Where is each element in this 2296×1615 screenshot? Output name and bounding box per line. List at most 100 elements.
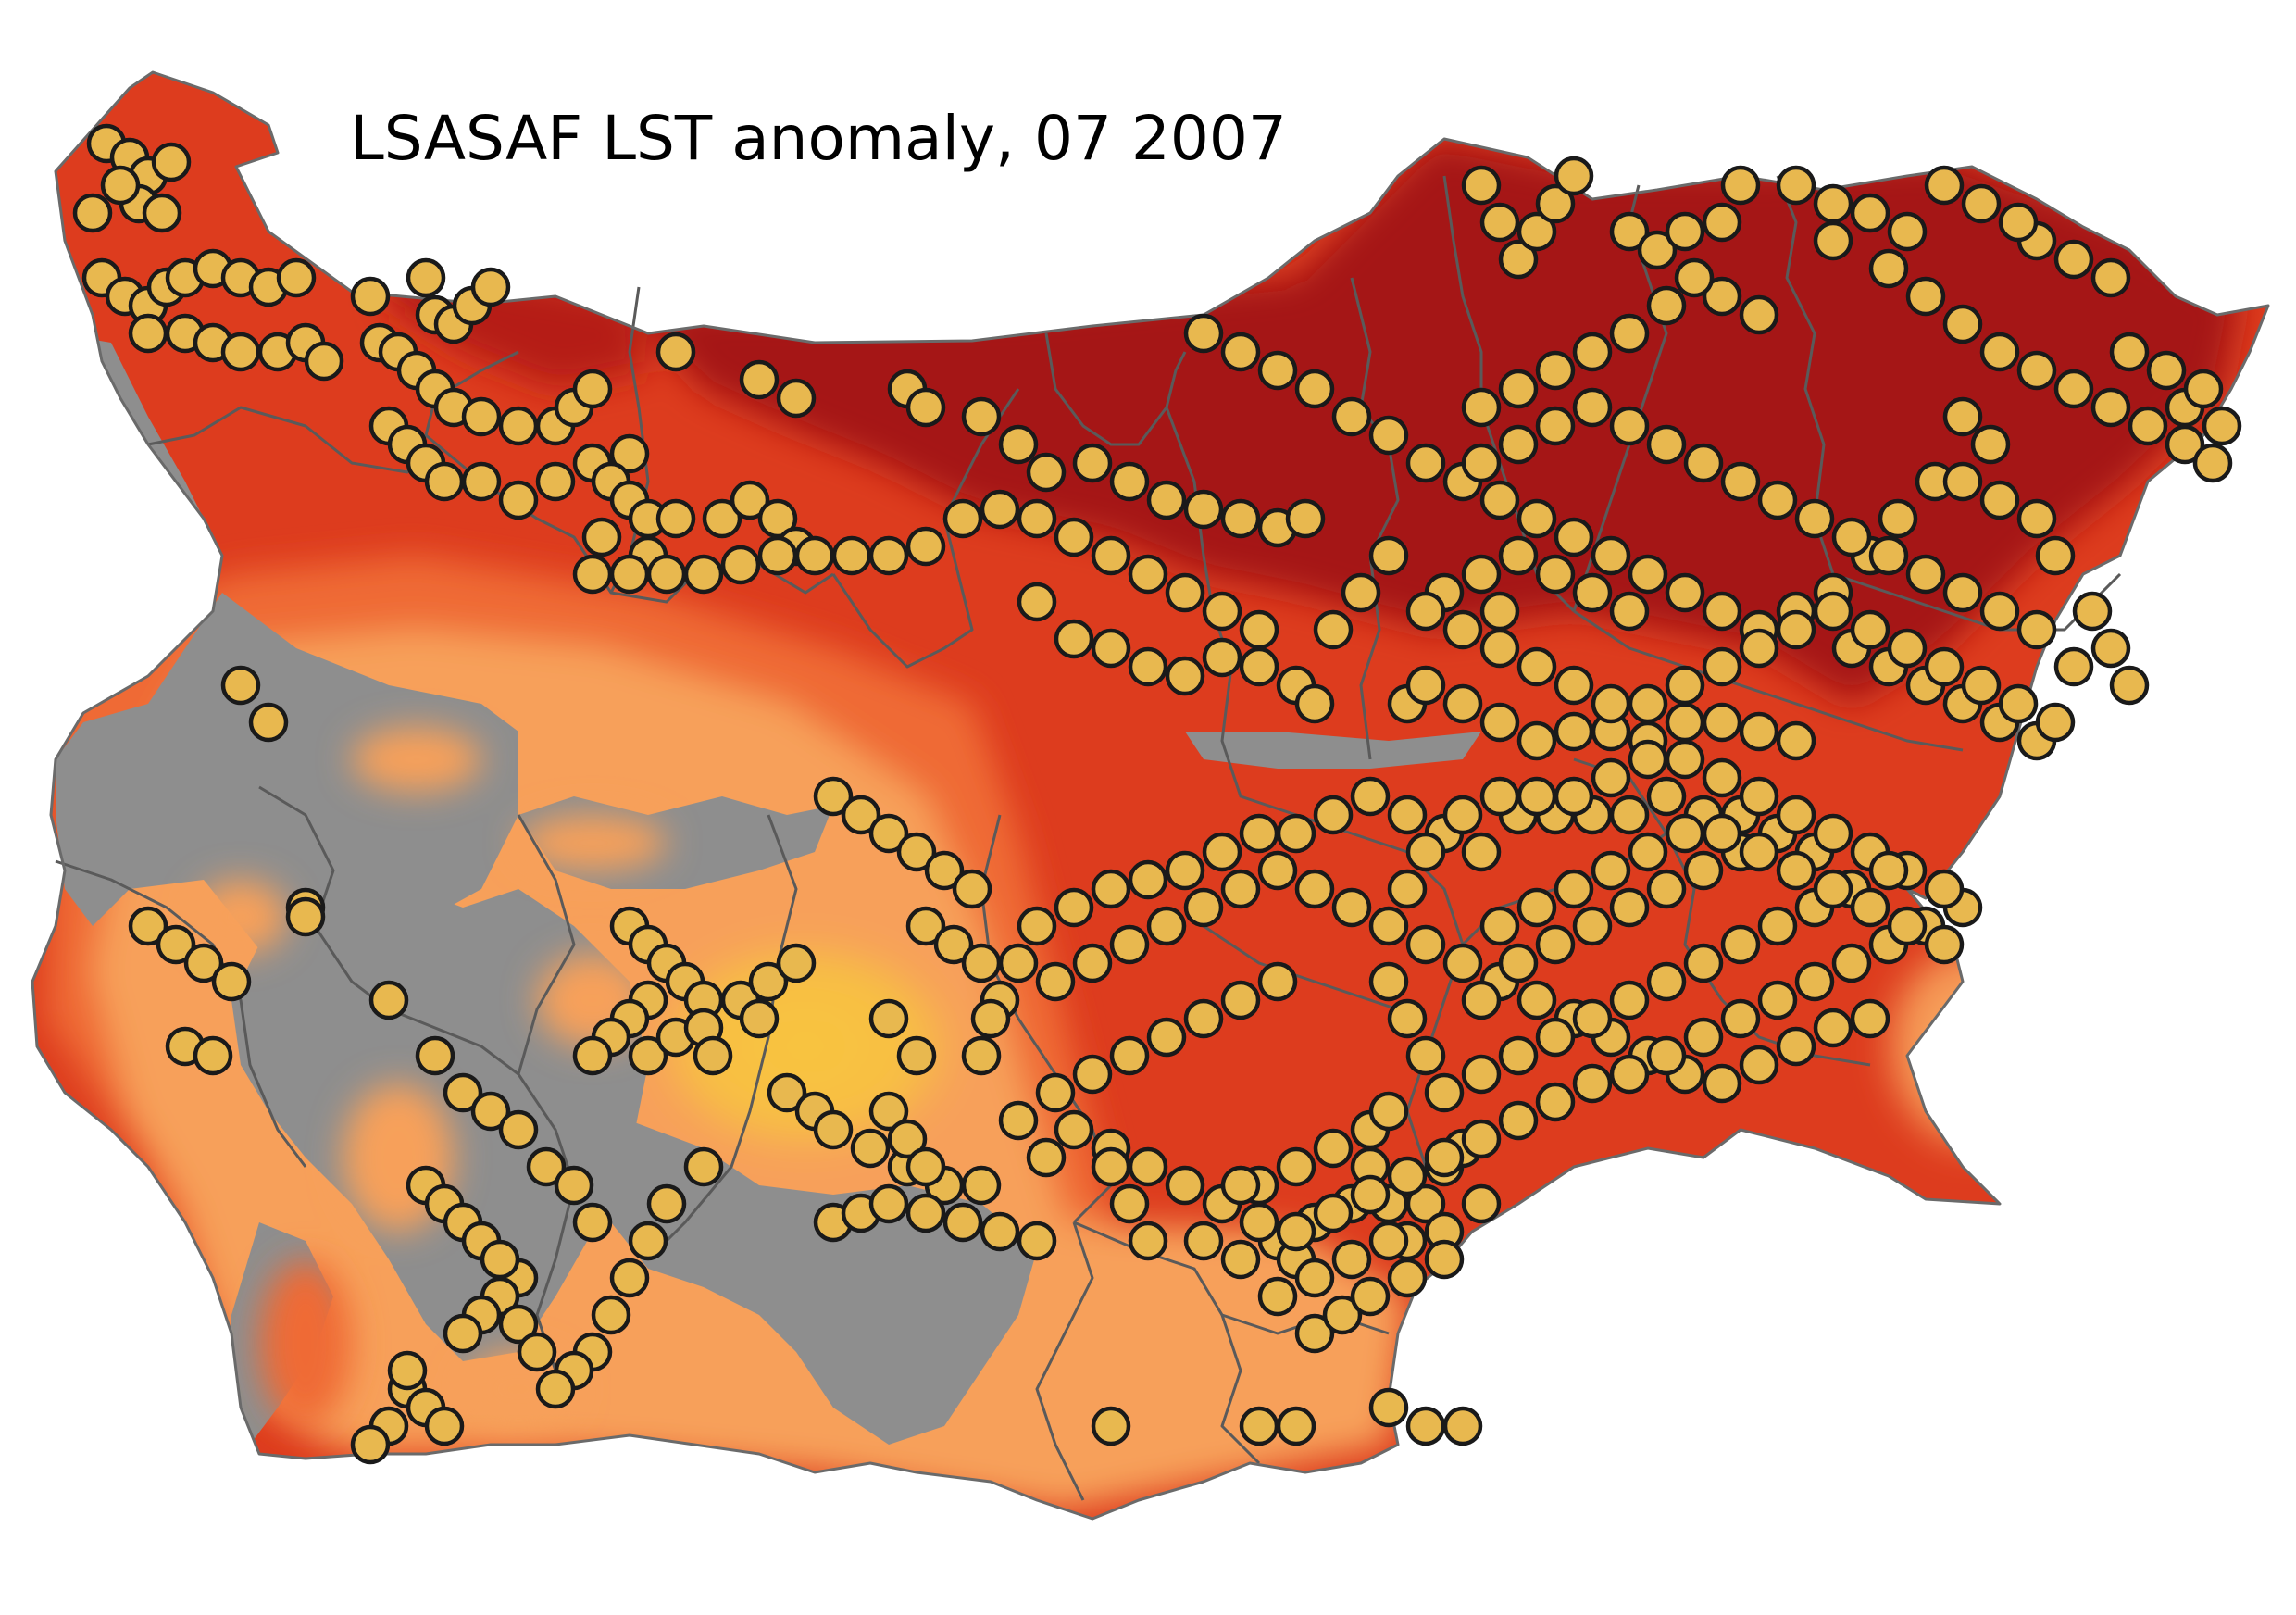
station-marker: [1646, 285, 1687, 326]
station-marker: [1868, 535, 1909, 576]
station-marker: [1424, 1239, 1465, 1280]
station-marker: [1479, 628, 1520, 669]
station-marker: [424, 1406, 465, 1446]
station-marker: [1609, 1054, 1650, 1095]
station-marker: [1350, 776, 1391, 817]
station-marker: [1628, 739, 1668, 780]
station-marker: [1461, 1183, 1502, 1224]
station-marker: [1331, 1239, 1372, 1280]
station-marker: [1479, 202, 1520, 243]
station-marker: [1739, 1045, 1779, 1085]
station-marker: [1739, 776, 1779, 817]
station-marker: [128, 906, 168, 946]
station-marker: [609, 433, 650, 474]
station-marker: [980, 489, 1020, 530]
station-marker: [1535, 554, 1576, 595]
station-marker: [1017, 1221, 1057, 1261]
station-marker: [1128, 646, 1168, 687]
station-marker: [183, 943, 224, 983]
station-marker: [2109, 332, 2150, 372]
station-marker: [581, 517, 622, 557]
station-marker: [1850, 887, 1890, 928]
station-marker: [1146, 480, 1187, 520]
station-marker: [1720, 461, 1761, 502]
station-marker: [2090, 257, 2131, 298]
station-marker: [961, 396, 1002, 437]
station-marker: [1128, 1146, 1168, 1187]
station-marker: [998, 943, 1039, 983]
station-marker: [1961, 183, 2002, 224]
station-marker: [304, 341, 344, 382]
station-marker: [1350, 1276, 1391, 1317]
station-marker: [1646, 424, 1687, 465]
station-marker: [2053, 239, 2094, 280]
station-marker: [1017, 582, 1057, 622]
station-marker: [1794, 498, 1835, 539]
station-marker: [868, 813, 909, 854]
station-marker: [1924, 165, 1965, 206]
station-marker: [905, 1193, 946, 1233]
station-marker: [1294, 1258, 1335, 1298]
station-marker: [1183, 1221, 1224, 1261]
station-marker: [1313, 609, 1354, 650]
station-marker: [1535, 406, 1576, 446]
station-marker: [1572, 998, 1613, 1039]
station-marker: [220, 665, 261, 706]
station-marker: [776, 943, 817, 983]
station-marker: [1924, 646, 1965, 687]
station-marker: [1516, 887, 1557, 928]
station-marker: [1979, 332, 2020, 372]
station-marker: [2090, 628, 2131, 669]
station-marker: [1054, 887, 1094, 928]
station-marker: [1961, 665, 2002, 706]
station-marker: [72, 193, 113, 233]
station-marker: [1665, 211, 1705, 252]
station-marker: [1165, 850, 1205, 891]
station-marker: [1091, 869, 1131, 909]
station-marker: [1387, 998, 1428, 1039]
station-marker: [1535, 1082, 1576, 1122]
station-marker: [572, 369, 613, 409]
station-marker: [1091, 1146, 1131, 1187]
station-marker: [813, 1109, 854, 1150]
station-marker: [498, 1109, 539, 1150]
station-marker: [1322, 1295, 1363, 1335]
station-marker: [1776, 850, 1816, 891]
station-marker: [1535, 183, 1576, 224]
station-marker: [1628, 554, 1668, 595]
station-marker: [757, 535, 798, 576]
station-marker: [535, 461, 576, 502]
station-marker: [248, 702, 289, 743]
station-marker: [572, 554, 613, 595]
station-marker: [1202, 637, 1242, 678]
country-outline: [31, 70, 2270, 1521]
station-marker: [1146, 906, 1187, 946]
station-marker: [2146, 350, 2187, 391]
station-marker: [2035, 535, 2076, 576]
district-border-line: [1573, 609, 1964, 752]
station-marker: [2192, 443, 2233, 483]
station-marker: [1405, 924, 1446, 965]
district-border-line: [1203, 924, 1427, 1020]
station-marker: [1239, 813, 1279, 854]
station-marker: [1165, 656, 1205, 696]
station-marker: [1479, 480, 1520, 520]
station-marker: [1554, 156, 1594, 196]
station-marker: [1591, 535, 1631, 576]
station-marker: [1109, 924, 1150, 965]
station-marker: [1609, 795, 1650, 835]
station-marker: [1702, 276, 1742, 317]
station-marker: [211, 961, 252, 1002]
station-marker: [1591, 757, 1631, 798]
station-marker: [443, 1313, 483, 1354]
station-marker: [1757, 480, 1798, 520]
station-marker: [1442, 943, 1483, 983]
station-marker: [1905, 554, 1946, 595]
station-marker: [1331, 396, 1372, 437]
station-marker: [794, 535, 835, 576]
station-marker: [1776, 609, 1816, 650]
station-marker: [387, 1350, 428, 1391]
station-marker: [1026, 1137, 1067, 1178]
station-marker: [1054, 1109, 1094, 1150]
station-marker: [1368, 535, 1409, 576]
